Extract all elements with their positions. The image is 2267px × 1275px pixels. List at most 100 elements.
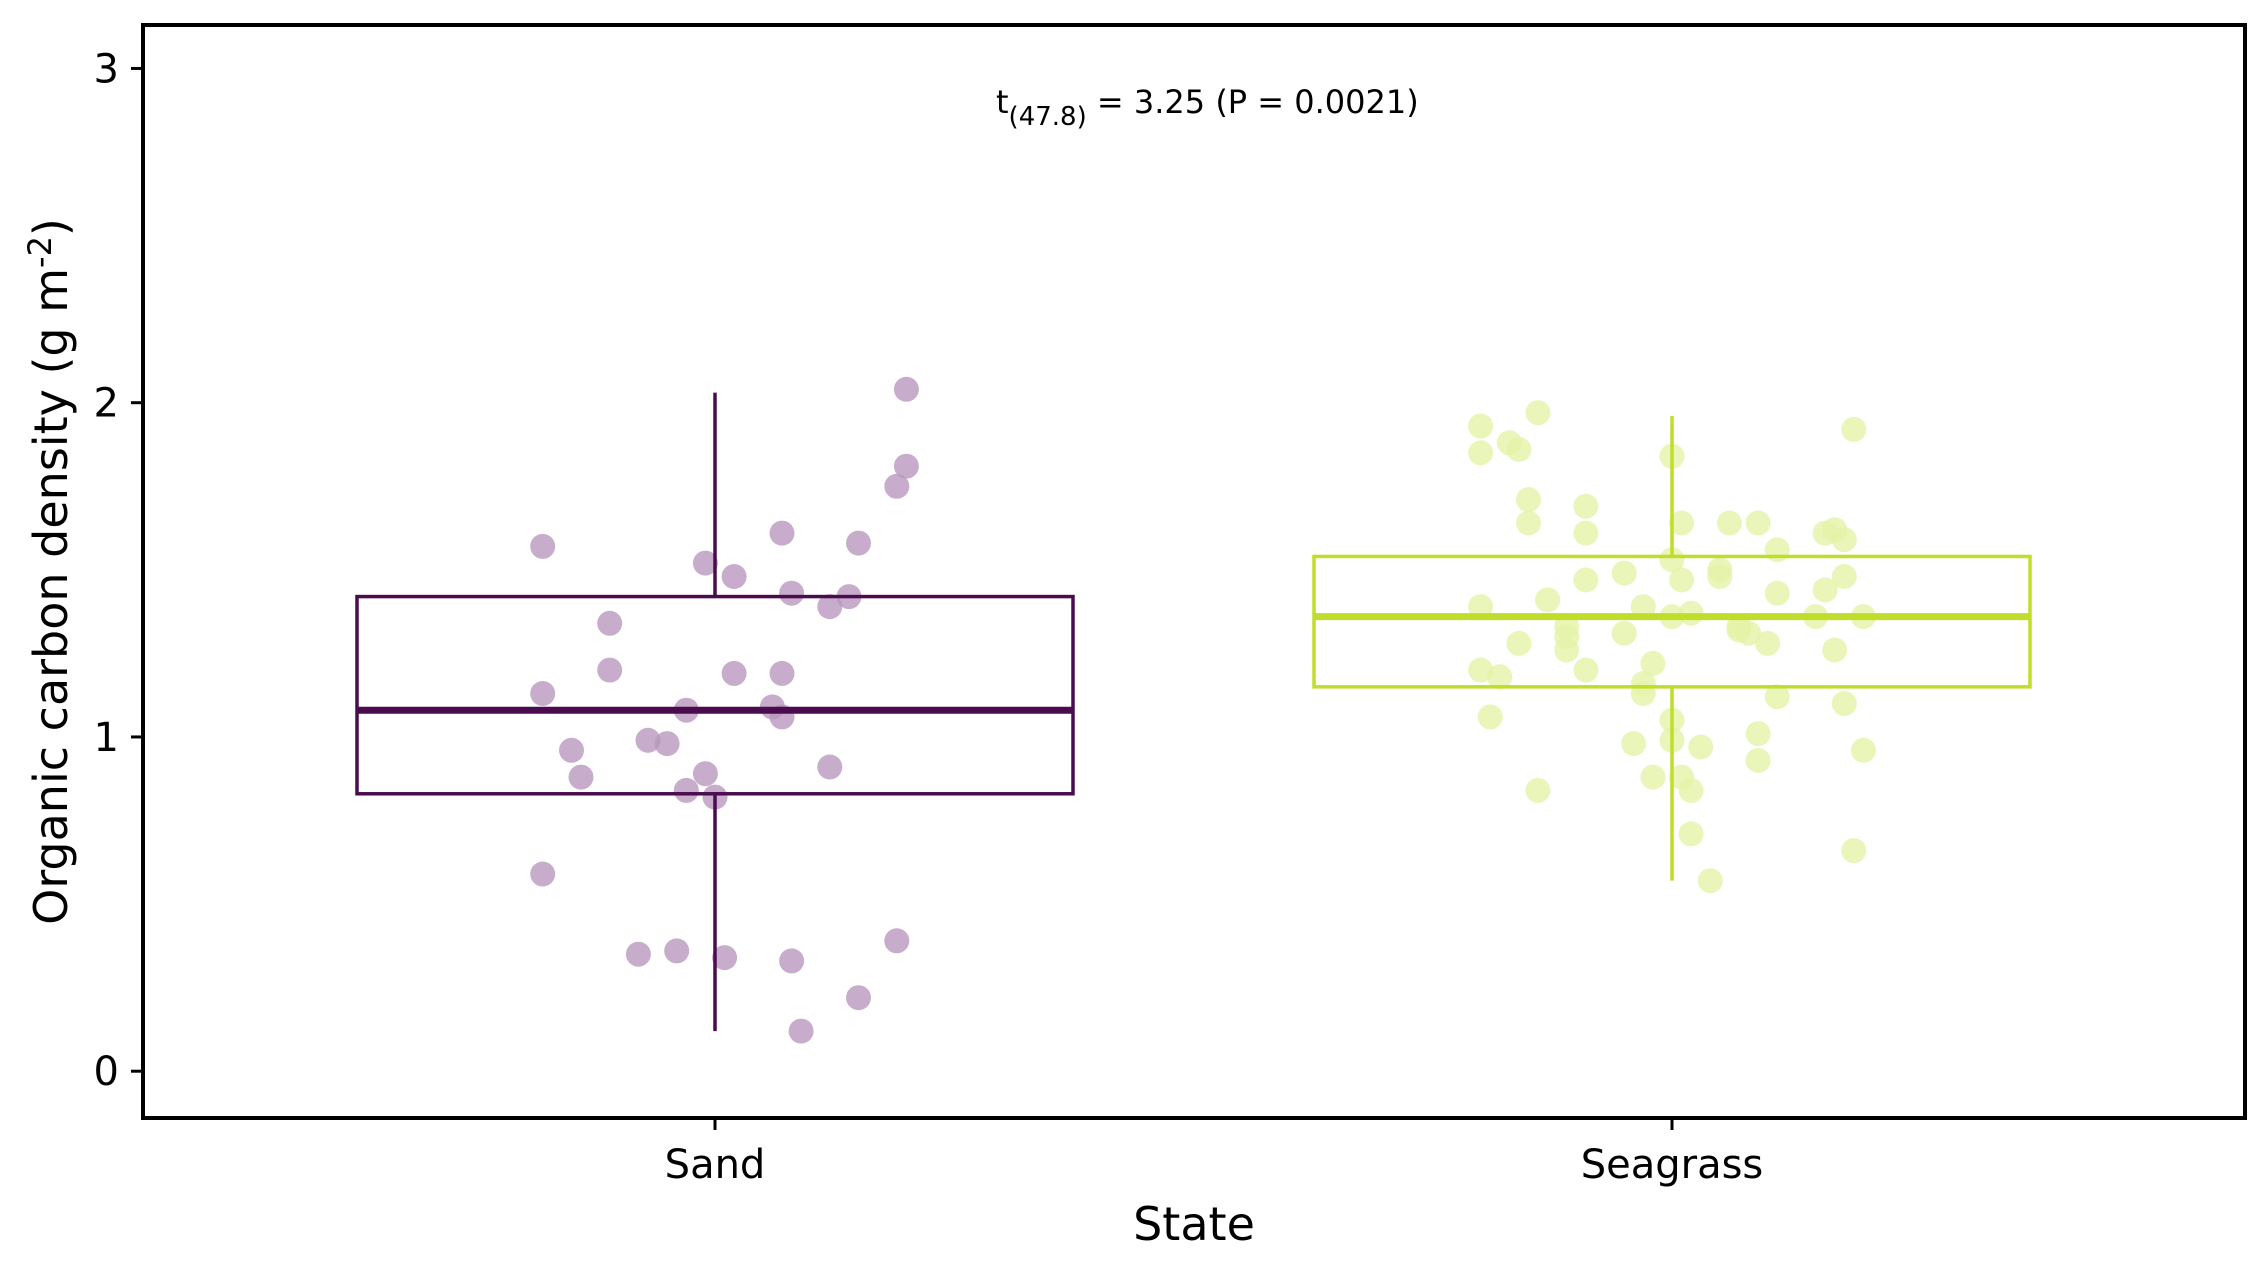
data-point-sand [635, 727, 661, 753]
data-point-seagrass [1697, 868, 1723, 894]
data-point-sand [788, 1018, 814, 1044]
data-point-seagrass [1525, 400, 1551, 426]
annotation-suffix: = 3.25 (P = 0.0021) [1087, 83, 1419, 121]
data-point-sand [884, 928, 910, 954]
x-tick-label: Seagrass [1581, 1142, 1764, 1188]
data-point-seagrass [1688, 734, 1714, 760]
data-point-sand [884, 473, 910, 499]
data-point-sand [597, 657, 623, 683]
data-point-seagrass [1640, 650, 1666, 676]
x-axis: Sand Seagrass [665, 1118, 1764, 1188]
data-point-seagrass [1487, 664, 1513, 690]
data-point-seagrass [1621, 731, 1647, 757]
data-point-sand [692, 761, 718, 787]
data-point-sand [559, 737, 584, 763]
data-point-seagrass [1745, 510, 1771, 536]
y-axis-title-superscript: -2 [21, 236, 59, 268]
data-point-sand [597, 610, 623, 636]
data-point-sand [769, 520, 795, 546]
data-point-seagrass [1525, 777, 1551, 803]
data-point-sand [673, 777, 699, 803]
data-point-seagrass [1554, 637, 1580, 663]
data-point-seagrass [1831, 564, 1857, 589]
data-point-seagrass [1630, 594, 1656, 620]
data-point-seagrass [1611, 560, 1637, 586]
y-axis-title-close: ) [24, 218, 78, 236]
data-point-seagrass [1716, 510, 1742, 536]
box-sand [355, 594, 1075, 796]
data-point-seagrass [1516, 487, 1541, 513]
boxes-layer [355, 392, 2032, 1032]
data-point-seagrass [1764, 684, 1790, 710]
data-point-seagrass [1764, 537, 1790, 563]
data-point-seagrass [1640, 764, 1666, 790]
data-point-sand [625, 941, 651, 967]
data-point-seagrass [1831, 527, 1857, 553]
points-layer [530, 376, 1876, 1044]
data-point-seagrass [1669, 510, 1695, 536]
data-point-sand [893, 453, 919, 479]
data-point-seagrass [1831, 691, 1857, 716]
y-tick-label: 0 [94, 1049, 119, 1095]
data-point-seagrass [1755, 630, 1781, 656]
data-point-sand [664, 938, 690, 964]
data-point-sand [769, 660, 795, 686]
data-point-seagrass [1745, 721, 1771, 747]
data-point-seagrass [1506, 437, 1532, 462]
box-seagrass [1312, 554, 2032, 689]
data-point-seagrass [1573, 657, 1599, 683]
data-point-sand [721, 564, 747, 589]
data-point-sand [654, 731, 680, 757]
y-tick-label: 2 [94, 381, 119, 427]
data-point-sand [779, 948, 805, 974]
data-point-seagrass [1812, 577, 1838, 603]
data-point-seagrass [1468, 440, 1494, 466]
data-point-seagrass [1468, 413, 1494, 439]
data-point-seagrass [1573, 493, 1599, 519]
data-point-seagrass [1630, 681, 1656, 706]
data-point-seagrass [1516, 510, 1541, 536]
t-test-annotation: t(47.8) = 3.25 (P = 0.0021) [996, 83, 1419, 132]
data-point-seagrass [1535, 587, 1561, 613]
x-tick-label: Sand [665, 1142, 766, 1188]
data-point-seagrass [1764, 580, 1790, 606]
y-axis: 0 1 2 3 [94, 46, 143, 1095]
data-point-sand [712, 945, 738, 971]
data-point-sand [779, 580, 805, 606]
data-point-seagrass [1611, 620, 1637, 646]
y-tick-label: 3 [94, 46, 119, 92]
data-point-seagrass [1468, 594, 1494, 620]
data-point-sand [530, 533, 556, 559]
data-point-seagrass [1669, 567, 1695, 593]
y-axis-title-main: Organic carbon density (g m [24, 268, 78, 925]
data-point-seagrass [1841, 838, 1867, 864]
data-point-sand [568, 764, 594, 790]
data-point-sand [530, 861, 556, 887]
annotation-subscript: (47.8) [1009, 102, 1087, 132]
data-point-seagrass [1850, 737, 1876, 763]
data-point-sand [692, 550, 718, 576]
data-point-seagrass [1745, 747, 1771, 773]
data-point-seagrass [1659, 547, 1685, 573]
data-point-seagrass [1678, 777, 1704, 803]
data-point-sand [721, 660, 747, 686]
data-point-seagrass [1573, 520, 1599, 546]
data-point-seagrass [1678, 821, 1704, 847]
data-point-sand [530, 681, 556, 706]
data-point-seagrass [1468, 657, 1494, 683]
data-point-seagrass [1841, 416, 1867, 442]
data-point-sand [817, 594, 843, 620]
data-point-seagrass [1736, 620, 1762, 646]
data-point-sand [893, 376, 919, 402]
data-point-sand [817, 754, 843, 780]
data-point-seagrass [1822, 637, 1848, 663]
data-point-sand [846, 985, 871, 1011]
data-point-seagrass [1573, 567, 1599, 593]
data-point-seagrass [1477, 704, 1503, 730]
data-point-seagrass [1506, 630, 1532, 656]
y-axis-title: Organic carbon density (g m-2) [21, 218, 78, 925]
x-axis-title: State [1133, 1197, 1255, 1251]
y-tick-label: 1 [94, 715, 119, 761]
